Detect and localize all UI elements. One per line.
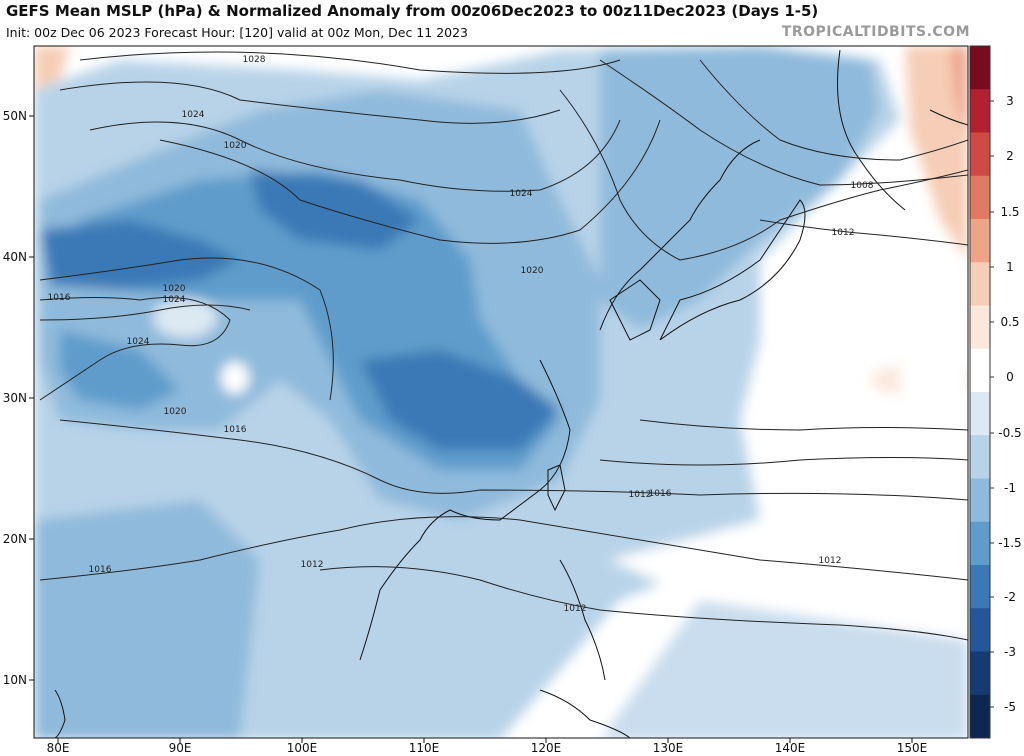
colorbar-tick-label: 0 <box>1006 370 1014 384</box>
lon-label: 80E <box>47 741 70 755</box>
colorbar-segment <box>970 305 990 350</box>
lat-label: 30N <box>3 391 27 405</box>
isobar-label: 1024 <box>510 189 533 199</box>
colorbar-tick-label: -3 <box>1004 645 1016 659</box>
colorbar-tick-label: 0.5 <box>1000 315 1019 329</box>
isobar-label: 1020 <box>224 141 247 151</box>
lon-label: 130E <box>653 741 684 755</box>
map-frame <box>33 45 969 739</box>
colorbar-segment <box>970 348 990 393</box>
lat-label: 50N <box>3 109 27 123</box>
colorbar-segment <box>970 132 990 177</box>
colorbar-segment <box>970 392 990 436</box>
isobar-label: 1012 <box>819 556 842 566</box>
lat-label: 10N <box>3 673 27 687</box>
lat-label: 20N <box>3 532 27 546</box>
lon-label: 110E <box>409 741 440 755</box>
latitude-axis: 50N 40N 30N 20N 10N <box>3 109 34 687</box>
isobars <box>39 51 968 641</box>
isobar-label: 1024 <box>163 295 186 305</box>
lon-label: 90E <box>169 741 192 755</box>
isobar-label: 1016 <box>48 293 71 303</box>
isobar-label: 1016 <box>649 489 672 499</box>
lat-label: 40N <box>3 250 27 264</box>
colorbar-segment <box>970 565 990 609</box>
brand-watermark: TROPICALTIDBITS.COM <box>781 24 970 40</box>
lon-label: 150E <box>897 741 928 755</box>
longitude-axis: 80E 90E 100E 110E 120E 130E 140E 150E <box>47 738 928 755</box>
coastlines <box>54 49 968 738</box>
lon-label: 140E <box>775 741 806 755</box>
colorbar-tick-label: 1.5 <box>1000 205 1019 219</box>
isobar-label: 1012 <box>832 228 855 238</box>
map-title: GEFS Mean MSLP (hPa) & Normalized Anomal… <box>6 2 819 20</box>
lon-label: 100E <box>287 741 318 755</box>
isobar-label: 1012 <box>564 604 587 614</box>
colorbar-segment <box>970 608 990 652</box>
colorbar-tick-label: -2 <box>1004 590 1016 604</box>
isobar-label: 1012 <box>629 490 652 500</box>
colorbar-tick-label: -5 <box>1004 700 1016 714</box>
colorbar-tick-label: 1 <box>1006 260 1014 274</box>
colorbar-frame <box>969 45 991 739</box>
map-plot-area <box>34 46 968 738</box>
isobar-label: 1020 <box>164 407 187 417</box>
isobar-label: 1020 <box>521 266 544 276</box>
colorbar-segment <box>970 46 990 90</box>
isobar-labels: 1028102410201024102010241016102010241020… <box>48 55 874 614</box>
isobar-label: 1008 <box>851 181 874 191</box>
colorbar-segment <box>970 521 990 566</box>
colorbar-tick-label: 2 <box>1006 149 1014 163</box>
isobar-label: 1012 <box>301 560 324 570</box>
colorbar-segment <box>970 89 990 133</box>
colorbar-tick-label: -1.5 <box>998 536 1021 550</box>
colorbar-segment <box>970 694 990 739</box>
colorbar-segment <box>970 262 990 306</box>
colorbar-segment <box>970 435 990 479</box>
colorbar-tick-label: -1 <box>1004 481 1016 495</box>
lon-label: 120E <box>531 741 562 755</box>
isobar-label: 1024 <box>182 110 205 120</box>
colorbar-segment <box>970 175 990 220</box>
isobar-label: 1016 <box>89 565 112 575</box>
map-subtitle: Init: 00z Dec 06 2023 Forecast Hour: [12… <box>6 25 468 40</box>
colorbar-tick-label: -0.5 <box>998 426 1021 440</box>
colorbar-tick-label: 3 <box>1006 94 1014 108</box>
isobar-label: 1020 <box>163 284 186 294</box>
anomaly-colorbar: 3 2 1.5 1 0.5 0 -0.5 -1 -1.5 -2 -3 -5 <box>969 45 1022 739</box>
colorbar-segment <box>970 219 990 263</box>
isobar-label: 1028 <box>243 55 266 65</box>
isobar-label: 1016 <box>224 425 247 435</box>
isobar-label: 1024 <box>127 337 150 347</box>
colorbar-segment <box>970 651 990 696</box>
colorbar-segment <box>970 478 990 523</box>
